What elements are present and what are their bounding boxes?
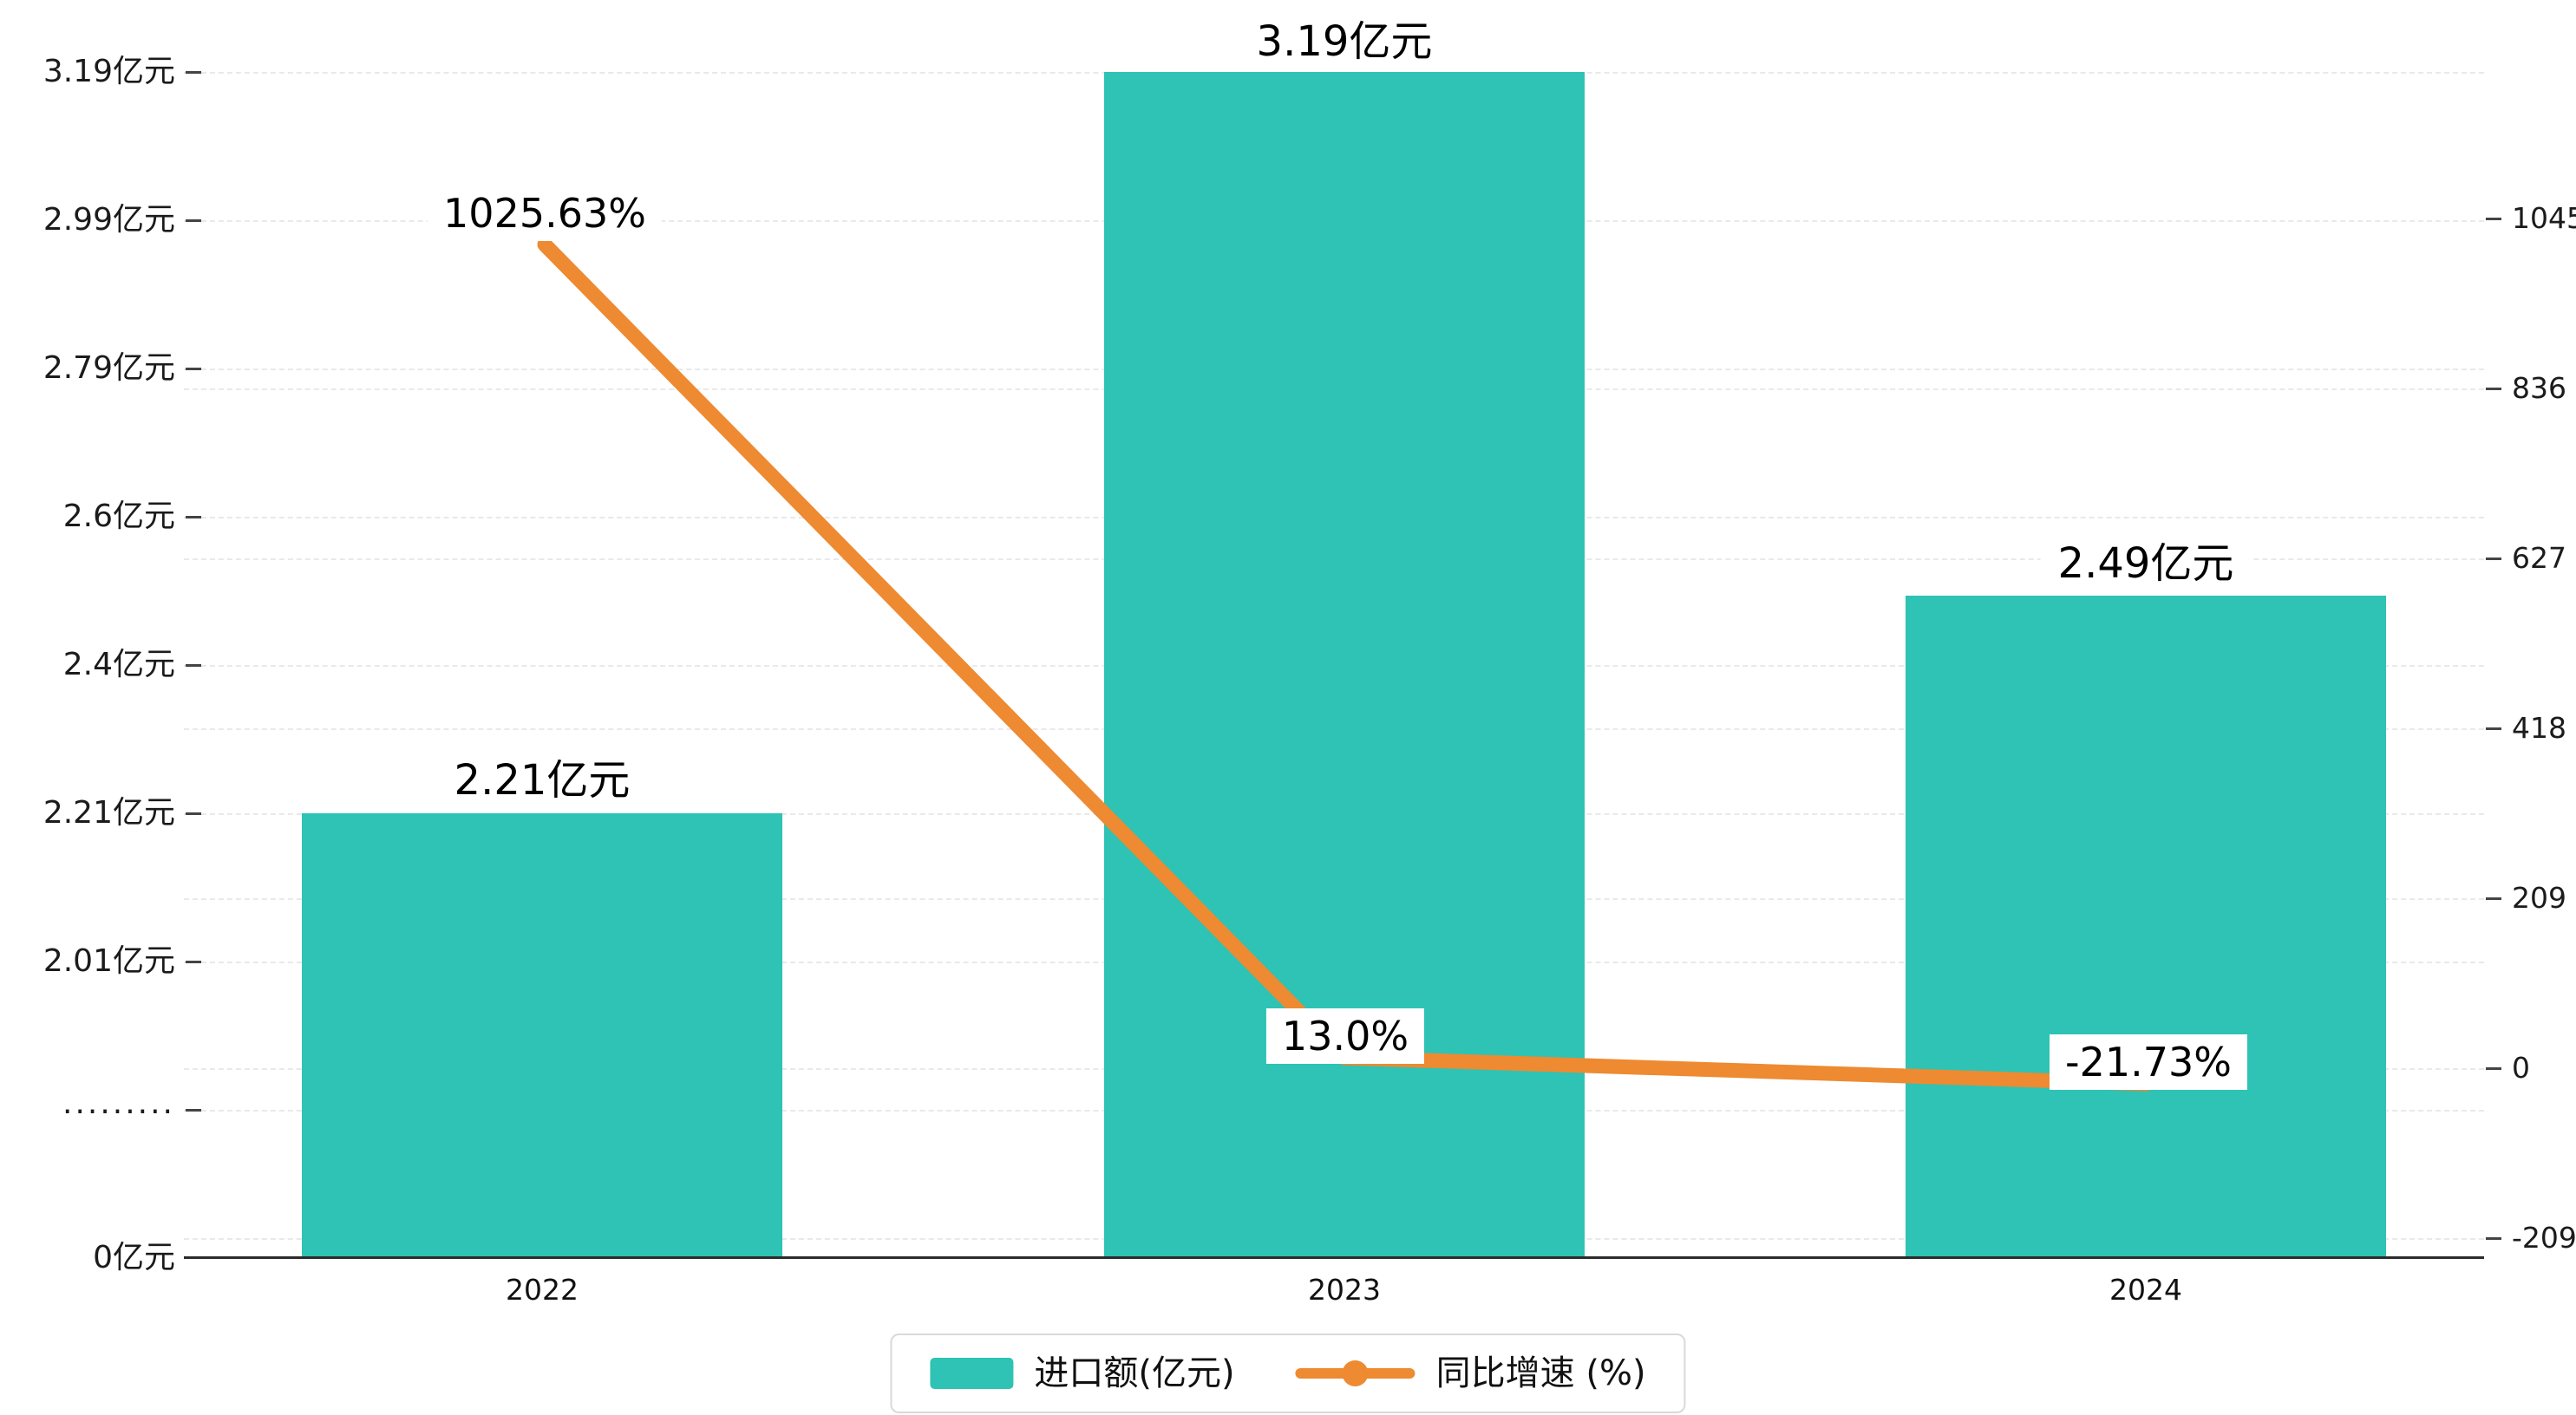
growth-value-label: 1025.63% [428,186,662,241]
legend: 进口额(亿元) 同比增速 (%) [890,1333,1686,1413]
tick-mark [186,368,201,370]
legend-label-imports: 进口额(亿元) [1034,1353,1235,1393]
bar-2022 [302,813,782,1256]
legend-label-growth: 同比增速 (%) [1435,1353,1646,1393]
axis-break-label: ......... [62,1086,175,1121]
y-axis-left-label: 3.19亿元 [42,54,175,89]
y-axis-right-label: 418 [2512,711,2566,745]
y-axis-left-label: 2.01亿元 [42,943,175,979]
bar-2024 [1906,596,2386,1256]
legend-item-growth[interactable]: 同比增速 (%) [1295,1353,1646,1393]
line-series-swatch-icon [1295,1358,1415,1389]
tick-mark [186,812,201,815]
x-axis-label-2022: 2022 [506,1273,579,1307]
bar-value-label: 2.21亿元 [436,751,648,810]
x-axis-label-2024: 2024 [2109,1273,2182,1307]
y-axis-right-label: 1045 [2512,201,2576,235]
bar-series-swatch-icon [930,1358,1014,1389]
tick-mark [2486,727,2501,730]
bar-2023 [1104,72,1585,1256]
x-axis-line [184,1256,2484,1259]
tick-mark [186,961,201,963]
y-axis-right-label: 627 [2512,541,2566,575]
tick-mark [186,516,201,518]
tick-mark [186,664,201,667]
y-axis-right-label: -209 [2512,1221,2576,1255]
tick-mark [2486,1237,2501,1240]
x-axis-label-2023: 2023 [1308,1273,1381,1307]
tick-mark [186,219,201,222]
growth-value-label: -21.73% [2050,1034,2247,1090]
y-axis-right-label: 209 [2512,881,2566,915]
bar-value-label: 2.49亿元 [2040,534,2252,593]
tick-mark [186,71,201,74]
tick-mark [2486,558,2501,560]
tick-mark [2486,897,2501,900]
tick-mark [2486,218,2501,220]
tick-mark [186,1109,201,1112]
y-axis-left-label: 2.99亿元 [42,202,175,238]
bar-value-label: 3.19亿元 [1239,12,1450,71]
y-axis-left-label: 2.6亿元 [62,499,175,534]
y-axis-right-label: 0 [2512,1051,2530,1085]
y-axis-right-label: 836 [2512,371,2566,405]
y-axis-left-label: 2.4亿元 [62,647,175,682]
y-axis-left-label: 2.21亿元 [42,795,175,831]
growth-value-label: 13.0% [1265,1008,1425,1064]
y-axis-left-label: 2.79亿元 [42,350,175,386]
legend-item-imports[interactable]: 进口额(亿元) [930,1353,1235,1393]
tick-mark [2486,388,2501,390]
tick-mark [2486,1067,2501,1070]
y-axis-left-label: 0亿元 [93,1240,175,1275]
